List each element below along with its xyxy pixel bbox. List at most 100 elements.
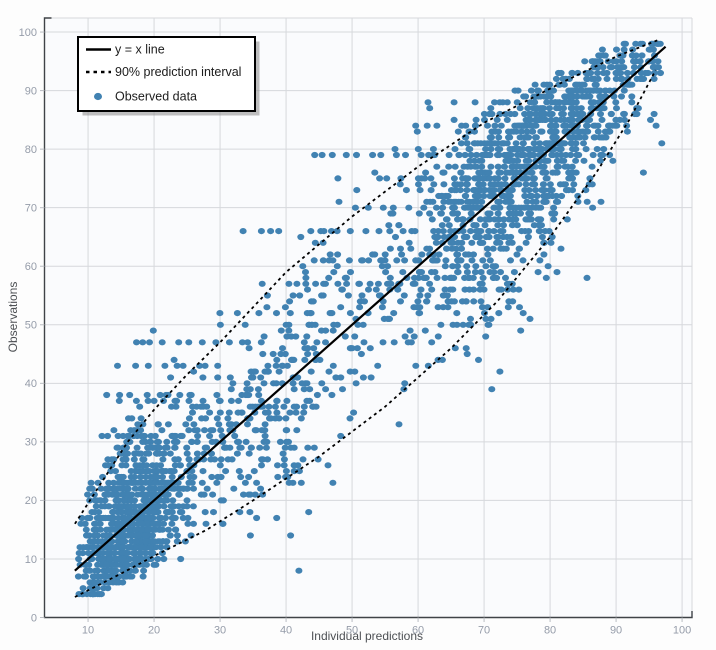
observed-point xyxy=(557,245,565,252)
observed-point xyxy=(509,210,517,217)
observed-point xyxy=(151,473,159,481)
observed-point xyxy=(355,280,363,287)
observed-point xyxy=(567,110,575,118)
observed-point xyxy=(574,128,582,135)
observed-point xyxy=(497,245,505,252)
observed-point xyxy=(479,239,487,246)
observed-point xyxy=(475,228,482,235)
observed-point xyxy=(127,468,135,475)
observed-point xyxy=(505,198,513,205)
observed-point xyxy=(584,75,591,82)
observed-point xyxy=(506,192,514,200)
x-tick-label: 10 xyxy=(82,625,94,637)
observed-point xyxy=(605,122,612,129)
observed-point xyxy=(537,128,545,135)
observed-point xyxy=(531,81,539,88)
axes-layer: 10 20 30 40 50 60 70 80 90 100 0 10 20 30 40 50 60 70 80 90… xyxy=(19,17,693,637)
observed-point xyxy=(384,263,392,270)
observed-point xyxy=(399,228,407,235)
observed-point xyxy=(479,274,487,281)
observed-point xyxy=(628,93,636,100)
observed-point xyxy=(533,110,540,118)
observed-point xyxy=(583,198,591,205)
observed-point xyxy=(428,339,436,346)
observed-point xyxy=(160,520,168,527)
observed-point xyxy=(494,222,502,229)
observed-point xyxy=(453,321,461,328)
observed-point xyxy=(149,550,157,557)
observed-point xyxy=(185,397,193,404)
observed-point xyxy=(332,374,340,381)
observed-point xyxy=(523,128,531,135)
observed-point xyxy=(552,169,559,176)
observed-point xyxy=(137,450,145,457)
observed-point xyxy=(96,579,104,586)
observed-point xyxy=(251,491,259,498)
observed-point xyxy=(525,110,533,118)
observed-point xyxy=(553,269,561,276)
observed-point xyxy=(560,81,568,88)
observed-point xyxy=(484,140,491,147)
observed-point xyxy=(260,333,268,340)
observed-point xyxy=(208,438,216,445)
observed-point xyxy=(311,151,319,159)
observed-point xyxy=(233,450,241,457)
observed-point xyxy=(179,362,187,369)
observed-point xyxy=(136,403,144,410)
observed-point xyxy=(484,210,492,217)
observed-point xyxy=(251,368,259,375)
observed-point xyxy=(302,274,310,281)
observed-point xyxy=(590,99,598,106)
observed-point xyxy=(89,538,97,545)
observed-point xyxy=(488,386,496,393)
observed-point xyxy=(515,286,523,293)
observed-point xyxy=(556,105,564,112)
observed-point xyxy=(474,198,482,205)
observed-point xyxy=(618,75,626,82)
observed-point xyxy=(532,134,540,141)
observed-point xyxy=(516,304,523,311)
x-tick-label: 100 xyxy=(673,625,691,637)
observed-point xyxy=(499,140,507,147)
observed-point xyxy=(588,163,596,170)
observed-point xyxy=(99,544,107,551)
observed-point xyxy=(597,198,605,205)
observed-point xyxy=(154,421,162,428)
observed-point xyxy=(422,169,430,176)
observed-point xyxy=(526,99,534,106)
observed-point xyxy=(122,520,130,527)
observed-point xyxy=(580,140,587,147)
observed-point xyxy=(170,356,178,363)
observed-point xyxy=(582,146,590,153)
observed-point xyxy=(647,116,654,123)
observed-point xyxy=(178,508,186,516)
observed-point xyxy=(507,233,515,241)
observed-point xyxy=(238,339,246,346)
observed-point xyxy=(416,310,424,317)
observed-point xyxy=(541,228,549,235)
observed-point xyxy=(409,280,417,287)
observed-point xyxy=(224,415,232,422)
observed-point xyxy=(287,532,295,539)
observed-point xyxy=(346,415,354,422)
observed-point xyxy=(159,473,166,481)
observed-point xyxy=(597,151,605,159)
observed-point xyxy=(86,485,94,492)
observed-point xyxy=(386,245,394,252)
observed-point xyxy=(500,163,508,170)
observed-point xyxy=(507,110,515,118)
observed-point xyxy=(233,310,241,317)
observed-point xyxy=(461,151,469,159)
observed-point xyxy=(589,204,597,211)
observed-point xyxy=(457,140,465,147)
observed-point xyxy=(108,462,116,469)
observed-point xyxy=(495,198,503,205)
observed-point xyxy=(84,491,92,498)
observed-point xyxy=(600,146,608,153)
observed-point xyxy=(421,327,429,334)
observed-point xyxy=(400,292,408,299)
observed-point xyxy=(441,263,449,270)
observed-point xyxy=(300,339,308,346)
observed-point xyxy=(467,315,474,322)
observed-point xyxy=(445,222,453,229)
